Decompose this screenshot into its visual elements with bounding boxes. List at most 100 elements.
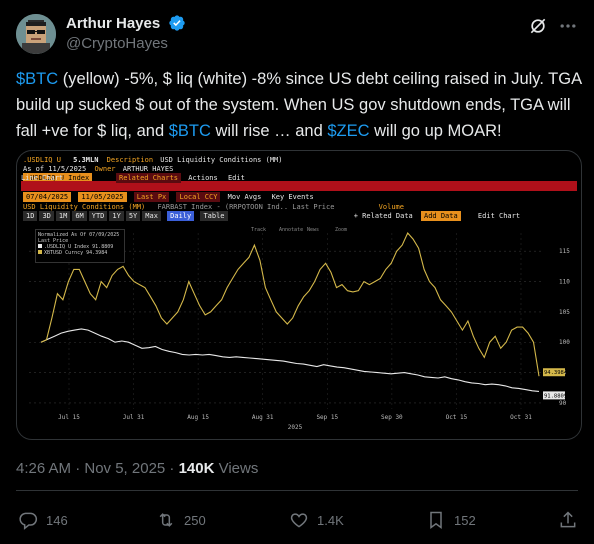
timestamp[interactable]: 4:26 AM · Nov 5, 2025 ·	[16, 460, 179, 477]
y-tick-label: 110	[559, 279, 570, 286]
period-button: YTD	[88, 211, 108, 221]
cashtag-link[interactable]: $BTC	[168, 122, 211, 140]
repost-icon	[159, 513, 173, 527]
date-start: 07/04/2025	[23, 192, 72, 202]
period-button: 6M	[72, 211, 87, 221]
cashtag-link[interactable]: $BTC	[16, 70, 59, 88]
chart-tool-label: Annotate	[279, 227, 303, 233]
period-button: 1D	[23, 211, 38, 221]
tweet-text: $BTC (yellow) -5%, $ liq (white) -8% sin…	[16, 66, 582, 144]
series2-name: FARBAST Index - (RRPQTOON Ind.. Last Pri…	[157, 203, 335, 211]
description-text: USD Liquidity Conditions (MM)	[160, 156, 283, 164]
terminal-period-row: 1D 3D 1M 6M YTD 1Y 5Y Max Daily Table + Related…	[23, 211, 520, 221]
bookmark-icon	[430, 511, 442, 529]
x-tick-label: Oct 31	[510, 414, 532, 421]
period-button: 3D	[39, 211, 54, 221]
x-tick-label: Jul 15	[58, 414, 80, 421]
chart-tool-label: Zoom	[335, 227, 347, 233]
x-tick-label: Aug 15	[187, 414, 209, 421]
last-value-label: 91.8809	[544, 393, 567, 399]
last-value-marker	[543, 368, 565, 377]
legend-entry-liq-label: .USDLIQ U Index 91.8809	[44, 244, 114, 250]
description-label: Description	[106, 156, 154, 164]
like-count: 1.4K	[317, 512, 344, 528]
terminal-range-row: 07/04/2025 11/05/2025 Last Px Local CCY …	[23, 192, 314, 202]
terminal-toolbar	[21, 181, 577, 191]
verified-badge-icon	[168, 15, 185, 31]
period-button: 5Y	[125, 211, 141, 221]
last-px-field: Last Px	[133, 192, 170, 202]
x-tick-label: Jul 31	[123, 414, 145, 421]
x-tick-label: Sep 30	[381, 414, 403, 421]
series-line	[40, 328, 540, 392]
x-tick-label: Aug 31	[252, 414, 274, 421]
handle[interactable]: @CryptoHayes	[66, 35, 168, 53]
bookmark-button[interactable]: 152	[426, 508, 476, 532]
reply-button[interactable]: 146	[18, 508, 68, 532]
legend-entry-liq: .USDLIQ U Index 91.8809	[38, 244, 122, 250]
repost-button[interactable]: 250	[156, 508, 206, 532]
terminal-screenshot: .USDLIQ U 5.3MLN Description USD Liquidi…	[21, 155, 579, 437]
last-value-label: 94.3984	[544, 370, 568, 376]
chart-type-label: Line Chart	[21, 174, 64, 182]
tweet-media[interactable]: .USDLIQ U 5.3MLN Description USD Liquidi…	[16, 150, 582, 440]
terminal-header-row: .USDLIQ U 5.3MLN Description USD Liquidi…	[23, 155, 282, 165]
chart-legend: Normalized As Of 07/09/2025 Last Price .…	[35, 229, 125, 263]
add-data-field: Add Data	[420, 211, 461, 221]
owner-label: Owner	[94, 165, 116, 173]
actions-menu: Actions	[188, 174, 218, 182]
views-count: 140K	[178, 460, 215, 477]
series1-name: USD Liquidity Conditions (MM)	[23, 203, 146, 211]
index-field: .USDLIQ U Index	[23, 173, 93, 183]
like-button[interactable]: 1.4K	[289, 508, 344, 532]
share-icon	[560, 511, 576, 528]
x-tick-label: Oct 15	[446, 414, 468, 421]
last-value-marker	[543, 391, 565, 400]
heart-icon	[290, 513, 308, 528]
divider	[16, 490, 578, 491]
terminal-toolbar-items: Related Charts Actions Edit	[116, 173, 245, 183]
table-button: Table	[200, 211, 228, 221]
legend-subtitle: Last Price	[38, 238, 69, 244]
asof-text: As of 11/5/2025	[23, 165, 87, 173]
share-button[interactable]	[558, 508, 586, 532]
terminal-asof-row: As of 11/5/2025 Owner ARTHUR HAYES	[23, 164, 173, 174]
edit-chart-button: Edit Chart	[477, 212, 521, 220]
volume-label: Volume	[378, 203, 404, 211]
related-data-button: + Related Data	[353, 212, 413, 220]
avatar[interactable]	[16, 14, 56, 54]
chart-tool-label: News	[307, 227, 319, 233]
period-button: Max	[142, 211, 161, 221]
tweet-header: Arthur Hayes @CryptoHayes	[16, 12, 578, 56]
more-options-icon[interactable]	[558, 16, 578, 36]
key-events-toggle: Key Events	[271, 193, 314, 201]
tweet-text-segment: will go up MOAR!	[369, 122, 502, 140]
grok-icon[interactable]	[528, 16, 548, 36]
period-button: 1Y	[109, 211, 124, 221]
owner-text: ARTHUR HAYES	[122, 165, 174, 173]
terminal-series-row: USD Liquidity Conditions (MM) FARBAST In…	[23, 202, 404, 212]
avatar-image	[16, 14, 56, 54]
display-name[interactable]: Arthur Hayes	[66, 14, 161, 32]
terminal-index-row: .USDLIQ U Index	[23, 173, 95, 183]
repost-count: 250	[184, 512, 206, 528]
period-button: 1M	[55, 211, 71, 221]
ticker-label: .USDLIQ U	[23, 156, 61, 164]
daily-select: Daily	[167, 211, 195, 221]
series-line	[40, 232, 540, 377]
date-end: 11/05/2025	[78, 192, 127, 202]
tweet-text-segment: (yellow) -5%, $ liq (white) -8% since US…	[16, 70, 582, 140]
legend-swatch-liq	[38, 244, 42, 248]
y-tick-label: 115	[559, 248, 570, 255]
views-label: Views	[214, 460, 259, 477]
x-tick-label: Sep 15	[316, 414, 338, 421]
legend-title: Normalized As Of 07/09/2025	[38, 232, 120, 238]
legend-entry-btc: XBTUSD Curncy 94.3984	[38, 250, 122, 256]
x-axis-label: 2025	[288, 424, 303, 431]
ticker-value: 5.3MLN	[73, 156, 99, 164]
tweet-text-segment: will rise … and	[210, 122, 328, 140]
y-tick-label: 105	[559, 309, 570, 316]
author-block: Arthur Hayes @CryptoHayes	[66, 14, 186, 52]
cashtag-link[interactable]: $ZEC	[327, 122, 370, 140]
